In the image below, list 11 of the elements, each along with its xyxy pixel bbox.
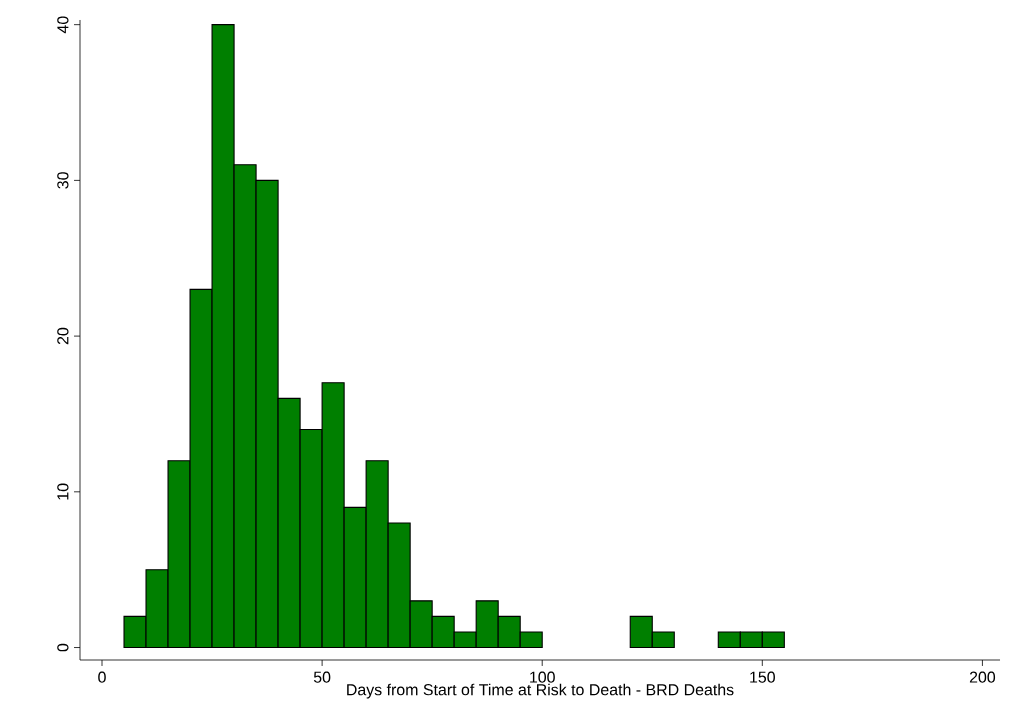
y-tick-label: 20 [57,327,69,345]
y-tick-label: 0 [57,643,69,652]
x-tick-label: 0 [98,671,106,683]
y-tick-label: 10 [57,483,69,500]
x-tick-label: 200 [969,671,996,683]
y-tick-label: 40 [57,16,69,34]
y-tick-label: 30 [57,172,69,189]
x-tick-label: 100 [530,671,555,683]
x-tick-label: 50 [313,671,331,683]
x-tick-label: 150 [750,671,775,683]
x-axis-title: Days from Start of Time at Risk to Death - BRD Deaths [347,683,734,699]
